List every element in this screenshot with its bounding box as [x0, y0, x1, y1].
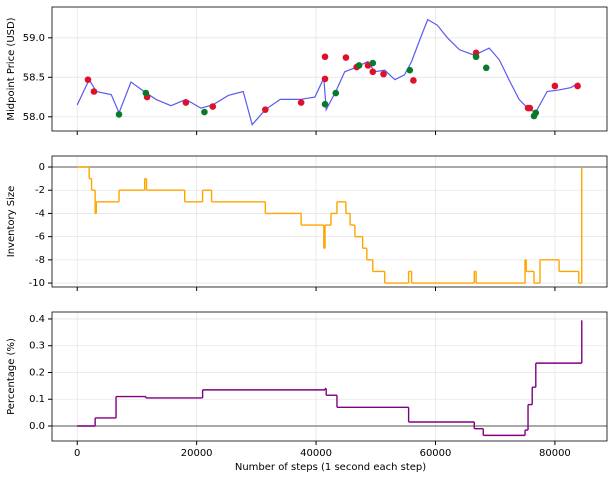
y-tick-label: -4 [35, 208, 45, 219]
trade-marker [209, 103, 217, 110]
trade-marker [262, 106, 269, 113]
trade-marker [90, 88, 98, 95]
y-tick-label: 59.0 [23, 33, 45, 44]
trade-marker [142, 89, 150, 97]
x-axis-label: Number of steps (1 second each step) [235, 462, 426, 473]
y-tick-label: 0 [39, 162, 45, 173]
axes-frame [51, 6, 608, 132]
trade-marker [574, 82, 581, 90]
trade-marker [84, 76, 92, 83]
plot-area [52, 312, 607, 441]
y-tick-label: 58.0 [23, 112, 45, 123]
y-tick-label: 0.2 [29, 367, 45, 378]
y-axis-label: Inventory Size [6, 186, 17, 257]
y-tick-label: 58.5 [23, 72, 45, 83]
trade-marker [472, 53, 480, 61]
y-tick-label: -8 [35, 255, 45, 266]
plot-area [52, 156, 607, 287]
trade-marker [380, 70, 387, 78]
y-tick-label: 0.1 [29, 394, 45, 405]
trade-marker [342, 54, 350, 61]
trade-marker [332, 89, 340, 97]
trade-marker [369, 68, 377, 76]
y-tick-label: 0.4 [29, 314, 45, 325]
trade-marker [369, 59, 377, 67]
plot-area [52, 7, 607, 131]
trade-marker [115, 111, 123, 118]
x-tick-label: 80000 [539, 448, 571, 459]
trade-marker [551, 82, 559, 90]
y-tick-label: 0.0 [29, 421, 45, 432]
y-tick-label: -10 [29, 278, 45, 289]
trade-marker [526, 104, 534, 112]
axes-frame [51, 155, 608, 288]
x-tick-label: 20000 [181, 448, 213, 459]
trade-marker [201, 108, 208, 116]
trade-marker [321, 100, 329, 108]
x-tick-label: 40000 [300, 448, 332, 459]
trade-marker [406, 66, 414, 74]
trade-marker [355, 62, 363, 69]
trade-marker [182, 99, 190, 106]
trade-marker [297, 99, 305, 106]
trade-marker [410, 77, 417, 84]
y-axis-label: Midpoint Price (USD) [6, 17, 17, 120]
axes-frame [51, 311, 608, 442]
y-tick-label: -2 [35, 185, 45, 196]
y-tick-label: -6 [35, 232, 45, 243]
y-tick-label: 0.3 [29, 341, 45, 352]
trade-marker [532, 109, 540, 117]
x-tick-label: 60000 [420, 448, 452, 459]
trade-marker [321, 75, 329, 83]
trade-marker [482, 64, 490, 72]
x-tick-label: 0 [74, 448, 80, 459]
price-line [76, 18, 580, 126]
trade-marker [321, 53, 329, 61]
y-axis-label: Percentage (%) [6, 338, 17, 415]
